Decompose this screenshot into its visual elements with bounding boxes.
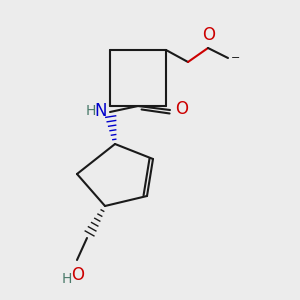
Text: H: H	[85, 104, 96, 118]
Text: −: −	[231, 53, 240, 63]
Text: O: O	[71, 266, 85, 284]
Text: O: O	[202, 26, 215, 44]
Text: N: N	[94, 102, 107, 120]
Text: H: H	[62, 272, 72, 286]
Text: O: O	[175, 100, 188, 118]
